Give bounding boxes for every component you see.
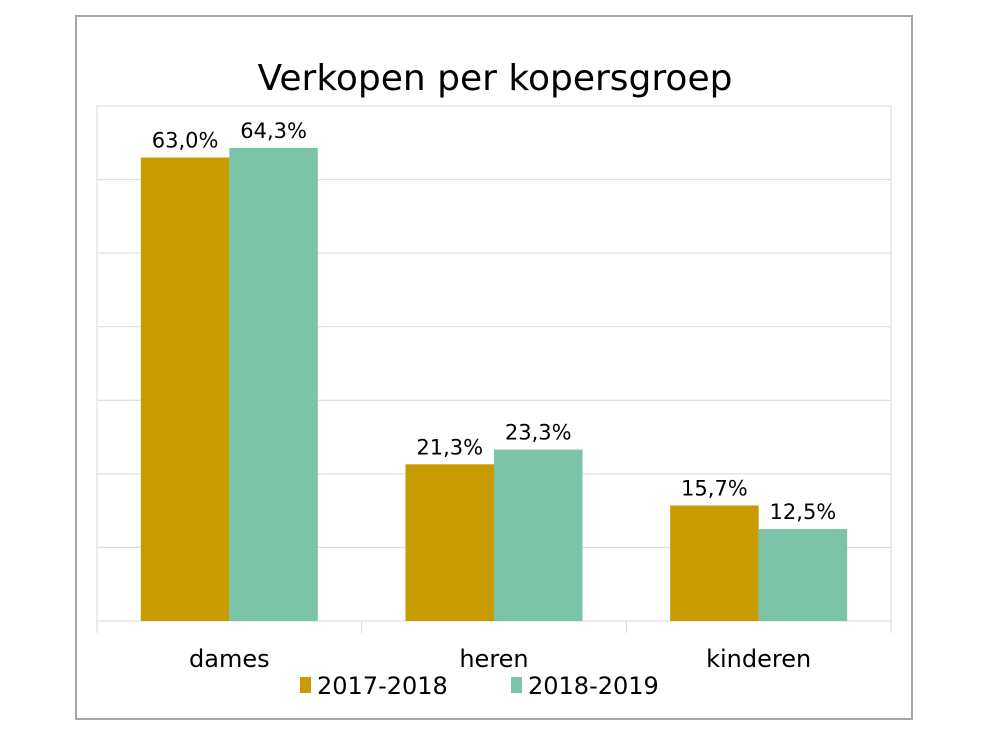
legend-label: 2017-2018 [317,672,448,700]
data-label: 21,3% [416,435,483,459]
bars [140,147,848,621]
x-tick-labels: dames heren kinderen [189,645,811,673]
chart-title: Verkopen per kopersgroep [258,58,733,99]
legend-swatch-2018-2019 [511,677,522,693]
data-label: 15,7% [681,476,748,500]
bar-heren-2017-2018 [405,464,494,621]
bar-dames-2018-2019 [229,147,318,621]
bar-kinderen-2017-2018 [670,505,759,621]
data-labels: 63,0% 64,3% 21,3% 23,3% 15,7% 12,5% [152,119,837,524]
bar-dames-2017-2018 [140,157,230,621]
data-label: 12,5% [770,500,837,524]
x-tick-label: dames [189,645,270,673]
legend: 2017-2018 2018-2019 [300,672,659,700]
data-label: 63,0% [152,129,219,153]
bar-kinderen-2018-2019 [758,529,848,621]
bar-heren-2018-2019 [494,449,583,621]
data-label: 23,3% [505,421,572,445]
data-label: 64,3% [240,119,307,143]
legend-label: 2018-2019 [528,672,659,700]
x-tick-label: heren [459,645,528,673]
x-tick-label: kinderen [706,645,811,673]
legend-swatch-2017-2018 [300,677,311,693]
